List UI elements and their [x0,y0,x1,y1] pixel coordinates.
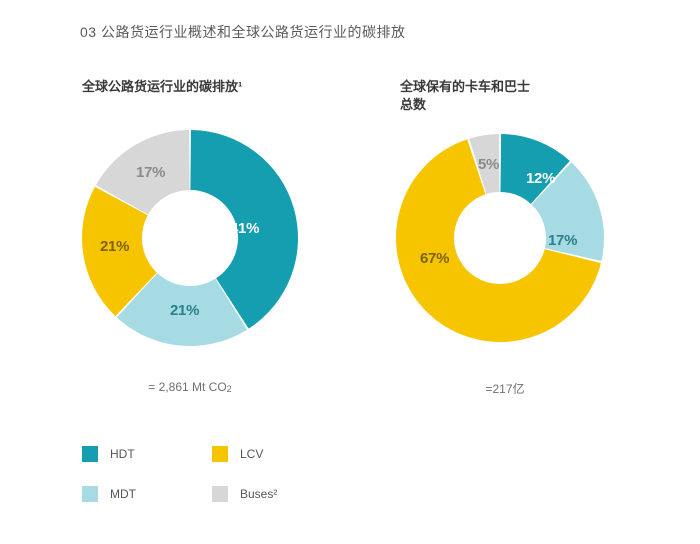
caption-subscript: 2 [227,384,232,394]
page-title: 03 公路货运行业概述和全球公路货运行业的碳排放 [80,22,405,42]
slice-label-hdt: 12% [526,170,555,187]
chart-left-caption: = 2,861 Mt CO2 [80,380,300,394]
slice-label-buses: 17% [136,164,165,181]
legend-swatch [212,486,228,502]
legend-item-hdt: HDT [82,440,192,468]
legend-swatch [82,486,98,502]
legend-swatch [82,446,98,462]
donut-svg [380,118,620,358]
donut-chart-emissions: 41% 21% 21% 17% [70,118,310,358]
legend-label: HDT [110,447,135,461]
slice-label-buses: 5% [478,156,499,173]
page: 03 公路货运行业概述和全球公路货运行业的碳排放 全球公路货运行业的碳排放¹ 全… [0,0,700,544]
legend-label: MDT [110,487,136,501]
legend-item-lcv: LCV [212,440,322,468]
slice-label-mdt: 21% [170,302,199,319]
donut-chart-fleet: 12% 17% 67% 5% [380,118,620,358]
legend-label: Buses² [240,487,277,501]
legend: HDT LCV MDT Buses² [82,440,322,508]
chart-right-subtitle: 全球保有的卡车和巴士总数 [400,78,540,113]
chart-left-subtitle: 全球公路货运行业的碳排放¹ [82,78,282,96]
slice-label-lcv: 67% [420,250,449,267]
legend-swatch [212,446,228,462]
slice-label-mdt: 17% [548,232,577,249]
chart-right-caption: =217亿 [395,380,615,397]
slice-label-hdt: 41% [230,220,259,237]
legend-label: LCV [240,447,263,461]
caption-text: = 2,861 Mt CO [148,380,226,394]
legend-item-mdt: MDT [82,480,192,508]
legend-item-buses: Buses² [212,480,322,508]
slice-label-lcv: 21% [100,238,129,255]
